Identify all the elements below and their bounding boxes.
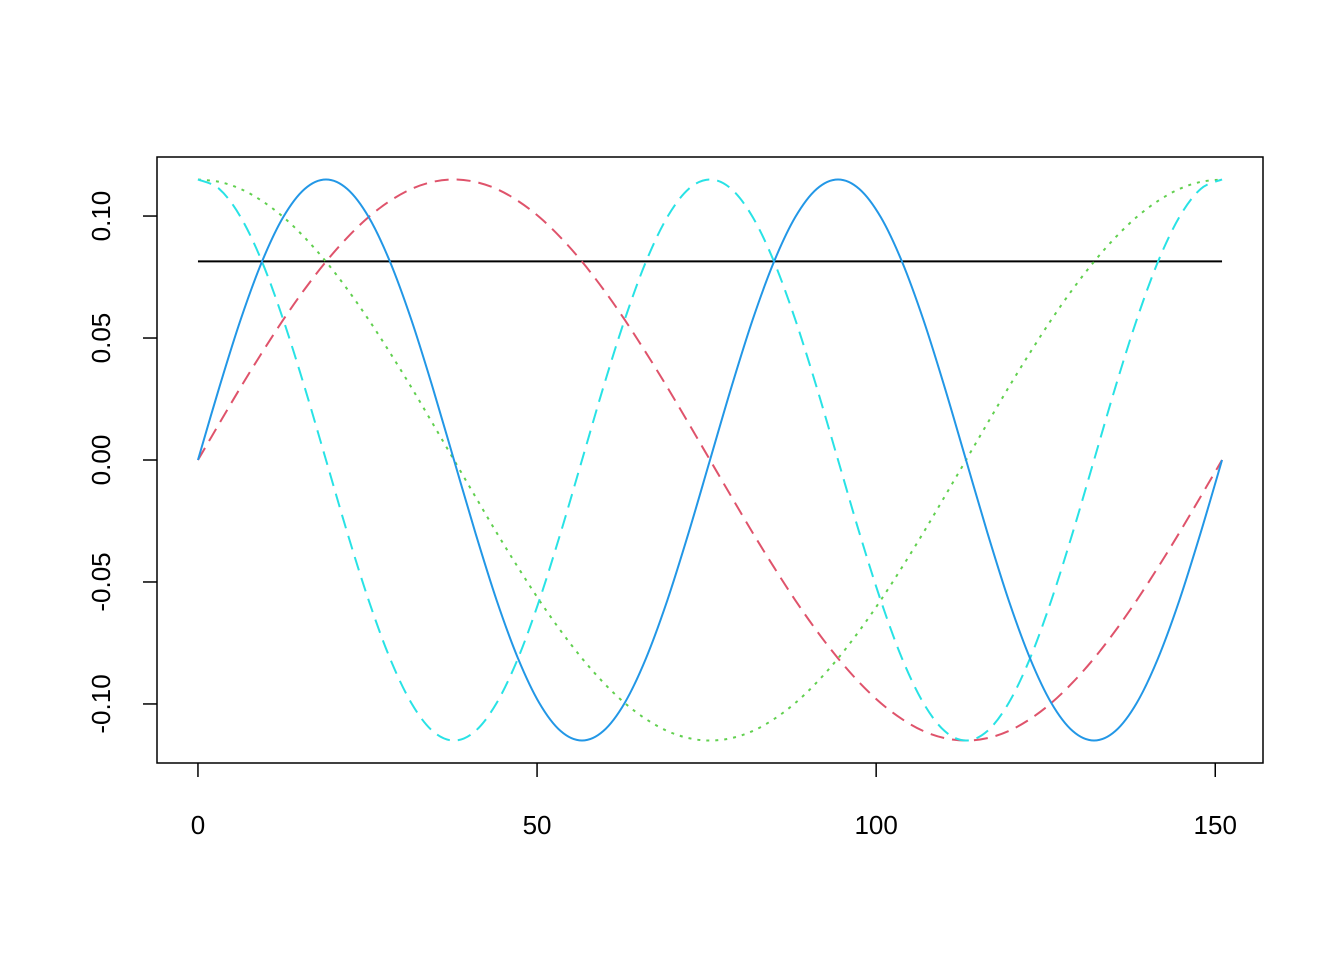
y-tick-label: -0.10 [86,674,116,733]
y-tick-label: -0.05 [86,552,116,611]
series-line [197,178,1223,742]
y-tick-label: 0.05 [86,313,116,364]
series-line [197,178,1223,742]
x-tick-label: 0 [191,810,205,840]
x-tick-label: 50 [523,810,552,840]
x-tick-label: 150 [1194,810,1237,840]
x-tick-label: 100 [854,810,897,840]
y-tick-label: 0.00 [86,435,116,486]
y-tick-label: 0.10 [86,191,116,242]
